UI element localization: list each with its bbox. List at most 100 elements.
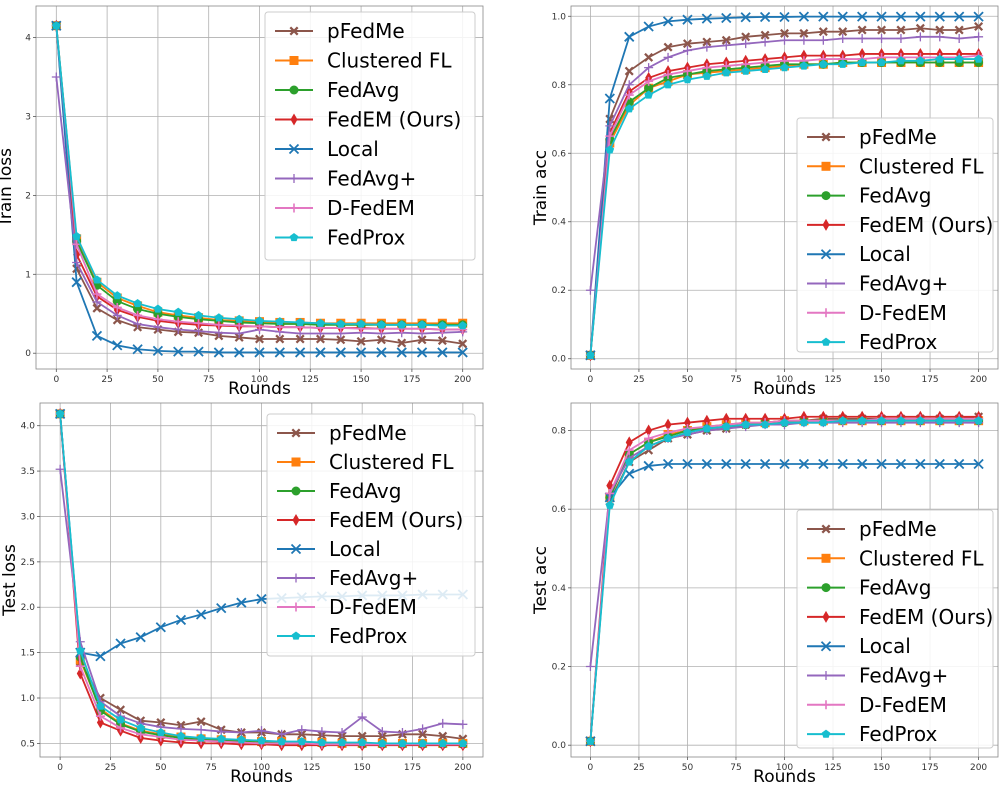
- legend-marker: [822, 218, 830, 231]
- data-point: [257, 726, 266, 736]
- data-point: [702, 424, 712, 433]
- data-point: [605, 145, 615, 154]
- legend-entry: FedAvg+: [275, 167, 416, 191]
- data-point: [112, 310, 122, 320]
- y-tick-label: 0.8: [552, 427, 567, 437]
- legend-entry: D-FedEM: [807, 301, 947, 325]
- data-point: [152, 345, 164, 356]
- x-tick-label: 100: [253, 763, 270, 773]
- data-point: [397, 727, 407, 737]
- y-axis-label: Test loss: [0, 544, 20, 617]
- data-point: [798, 11, 810, 22]
- data-point: [954, 54, 964, 63]
- data-point: [92, 289, 102, 299]
- series-local: [585, 11, 984, 361]
- legend-entry: FedAvg: [807, 184, 931, 208]
- legend-marker: [289, 174, 299, 183]
- legend-label: Clustered FL: [859, 154, 984, 178]
- data-point: [418, 729, 428, 739]
- data-point: [779, 458, 790, 470]
- data-point: [297, 737, 307, 746]
- y-tick-label: 0.8: [552, 81, 567, 91]
- data-point: [337, 737, 347, 747]
- x-tick-label: 175: [921, 763, 938, 773]
- data-point: [741, 32, 751, 42]
- y-tick-label: 1.0: [21, 694, 36, 704]
- y-tick-label: 0.2: [552, 286, 566, 296]
- legend-label: D-FedEM: [327, 196, 415, 220]
- data-point: [416, 347, 428, 358]
- legend-entry: FedAvg+: [807, 664, 948, 688]
- data-point: [644, 90, 653, 99]
- legend-label: pFedMe: [859, 125, 937, 149]
- data-point: [973, 458, 984, 470]
- data-point: [376, 335, 386, 345]
- data-point: [605, 500, 615, 509]
- data-point: [644, 83, 654, 93]
- data-point: [458, 321, 467, 330]
- data-point: [915, 32, 925, 42]
- x-tick-label: 175: [404, 763, 421, 773]
- data-point: [644, 76, 654, 86]
- x-tick-label: 150: [352, 375, 369, 385]
- data-point: [663, 80, 673, 89]
- legend-marker: [821, 671, 831, 680]
- data-point: [837, 11, 848, 22]
- data-point: [741, 420, 750, 429]
- data-point: [934, 458, 945, 470]
- data-point: [116, 705, 126, 715]
- data-point: [378, 738, 387, 748]
- legend-entry: FedEM (Ours): [275, 108, 461, 132]
- data-point: [799, 61, 809, 70]
- series-local: [585, 458, 984, 747]
- data-point: [355, 347, 367, 358]
- data-point: [605, 131, 615, 141]
- x-axis-label: Rounds: [753, 379, 816, 399]
- legend-entry: FedAvg: [277, 479, 401, 503]
- data-point: [153, 304, 163, 313]
- legend-marker: [821, 729, 831, 738]
- data-point: [663, 433, 673, 443]
- y-tick-label: 2.5: [21, 558, 35, 568]
- legend-box: [796, 117, 994, 353]
- x-tick-label: 125: [824, 375, 841, 385]
- data-point: [438, 738, 448, 748]
- legend-marker: [289, 26, 299, 36]
- data-point: [760, 30, 770, 40]
- y-tick-label: 0.0: [552, 355, 567, 365]
- data-point: [876, 458, 887, 470]
- data-point: [818, 458, 829, 470]
- x-tick-label: 200: [454, 375, 471, 385]
- data-point: [194, 310, 203, 319]
- data-point: [396, 347, 407, 358]
- data-point: [896, 25, 906, 35]
- data-point: [234, 314, 244, 323]
- x-tick-label: 50: [152, 375, 164, 385]
- data-point: [112, 340, 123, 351]
- data-point: [800, 49, 808, 62]
- y-axis-label: Test acc: [531, 546, 551, 615]
- data-point: [92, 303, 102, 313]
- data-point: [683, 428, 692, 437]
- data-point: [315, 334, 325, 344]
- y-tick-label: 3.0: [21, 512, 36, 522]
- data-point: [214, 313, 224, 322]
- x-tick-label: 75: [730, 375, 741, 385]
- legend-marker: [289, 56, 299, 65]
- data-point: [214, 320, 224, 330]
- data-point: [818, 27, 828, 37]
- x-tick-label: 0: [57, 763, 63, 773]
- legend-label: FedAvg+: [327, 167, 416, 191]
- data-point: [722, 412, 730, 425]
- data-point: [458, 738, 468, 748]
- data-point: [133, 299, 142, 308]
- data-point: [194, 318, 204, 328]
- data-point: [644, 433, 654, 443]
- series-fedprox: [586, 416, 983, 745]
- data-point: [418, 738, 427, 748]
- data-point: [274, 347, 285, 358]
- data-point: [377, 727, 387, 737]
- x-tick-label: 75: [205, 763, 216, 773]
- data-point: [721, 12, 732, 24]
- legend-marker: [820, 249, 832, 260]
